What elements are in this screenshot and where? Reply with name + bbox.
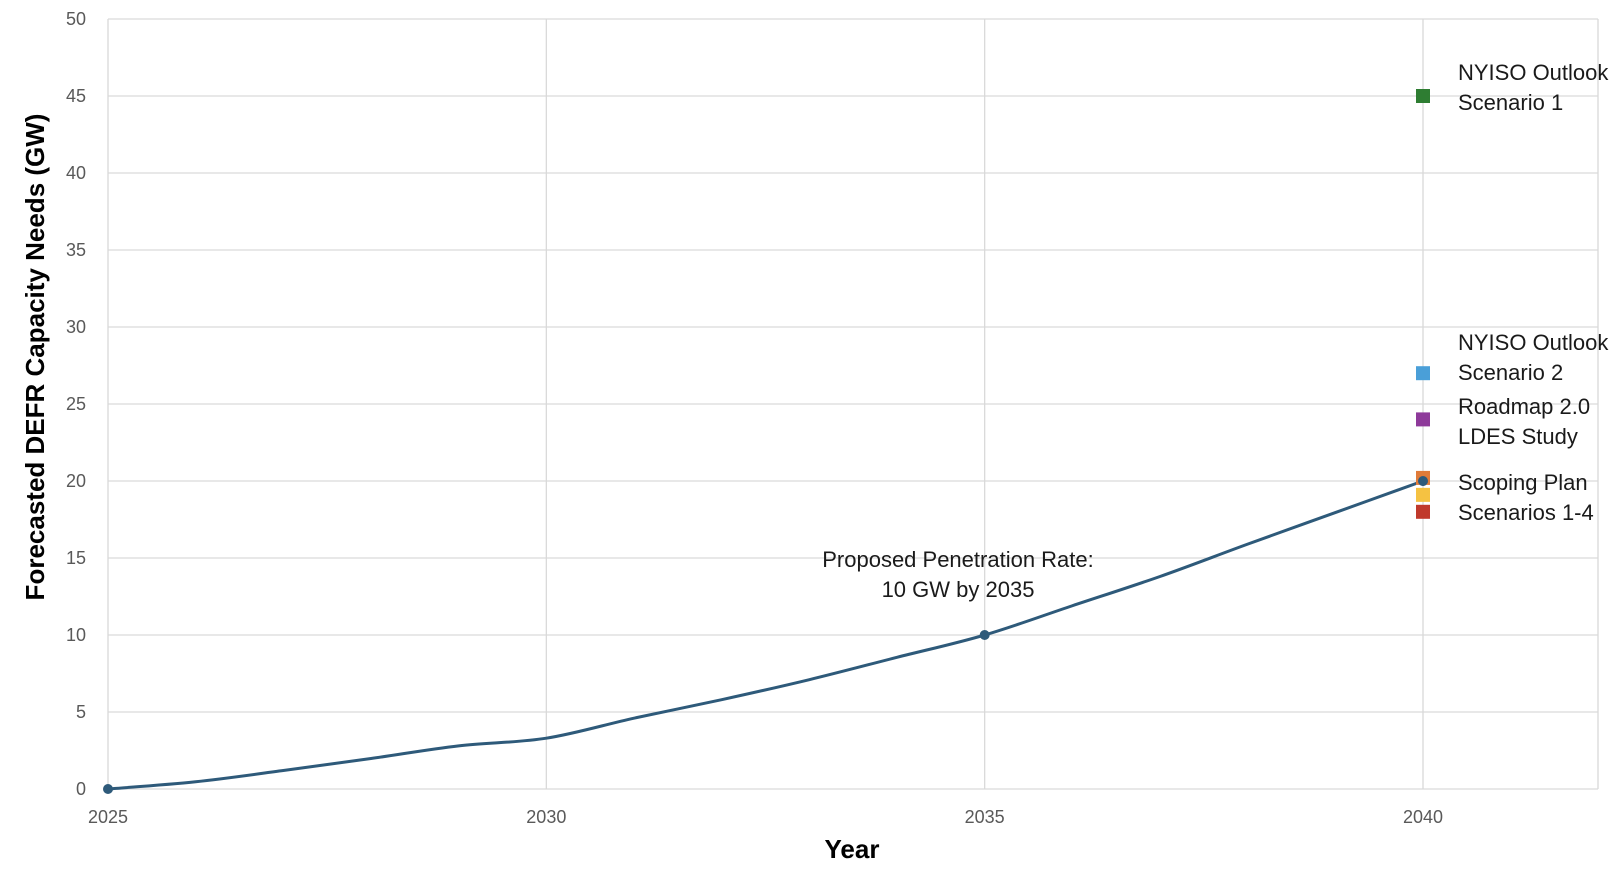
- x-tick-labels: 2025 2030 2035 2040: [88, 807, 1443, 827]
- y-tick-label: 15: [66, 548, 86, 568]
- x-axis-title: Year: [825, 834, 880, 864]
- annotations: NYISO Outlook Scenario 1 NYISO Outlook Scen…: [822, 60, 1609, 602]
- scenario-marker: [1416, 487, 1430, 502]
- y-tick-label: 35: [66, 240, 86, 260]
- x-tick-label: 2030: [526, 807, 566, 827]
- annotation-roadmap: LDES Study: [1458, 424, 1578, 449]
- grid-lines: [107, 18, 1599, 790]
- scenario-marker: [1416, 504, 1430, 519]
- y-tick-label: 45: [66, 86, 86, 106]
- annotation-penetration: 10 GW by 2035: [882, 577, 1035, 602]
- y-tick-label: 30: [66, 317, 86, 337]
- scenario-marker: [1416, 412, 1430, 427]
- annotation-roadmap: Roadmap 2.0: [1458, 394, 1590, 419]
- line-point-marker: [979, 630, 990, 640]
- penetration-line: [106, 479, 1425, 791]
- y-tick-label: 5: [76, 702, 86, 722]
- y-tick-labels: 0 5 10 15 20 25 30 35 40 45 50: [66, 9, 86, 799]
- y-tick-label: 40: [66, 163, 86, 183]
- annotation-penetration: Proposed Penetration Rate:: [822, 547, 1094, 572]
- annotation-outlook2: NYISO Outlook: [1458, 330, 1609, 355]
- annotation-outlook2: Scenario 2: [1458, 360, 1563, 385]
- annotation-scoping: Scoping Plan: [1458, 470, 1588, 495]
- scenario-points: [1416, 89, 1430, 519]
- scenario-marker: [1416, 366, 1430, 381]
- y-tick-label: 10: [66, 625, 86, 645]
- annotation-outlook1: NYISO Outlook: [1458, 60, 1609, 85]
- x-tick-label: 2040: [1403, 807, 1443, 827]
- line-end-marker: [1418, 476, 1428, 486]
- x-tick-label: 2025: [88, 807, 128, 827]
- line-point-marker: [103, 784, 113, 794]
- x-tick-label: 2035: [965, 807, 1005, 827]
- annotation-scoping: Scenarios 1-4: [1458, 500, 1594, 525]
- y-axis-title: Forecasted DEFR Capacity Needs (GW): [20, 114, 50, 601]
- y-tick-label: 20: [66, 471, 86, 491]
- scenario-marker: [1416, 89, 1430, 103]
- y-tick-label: 50: [66, 9, 86, 29]
- annotation-outlook1: Scenario 1: [1458, 90, 1563, 115]
- y-tick-label: 0: [76, 779, 86, 799]
- y-tick-label: 25: [66, 394, 86, 414]
